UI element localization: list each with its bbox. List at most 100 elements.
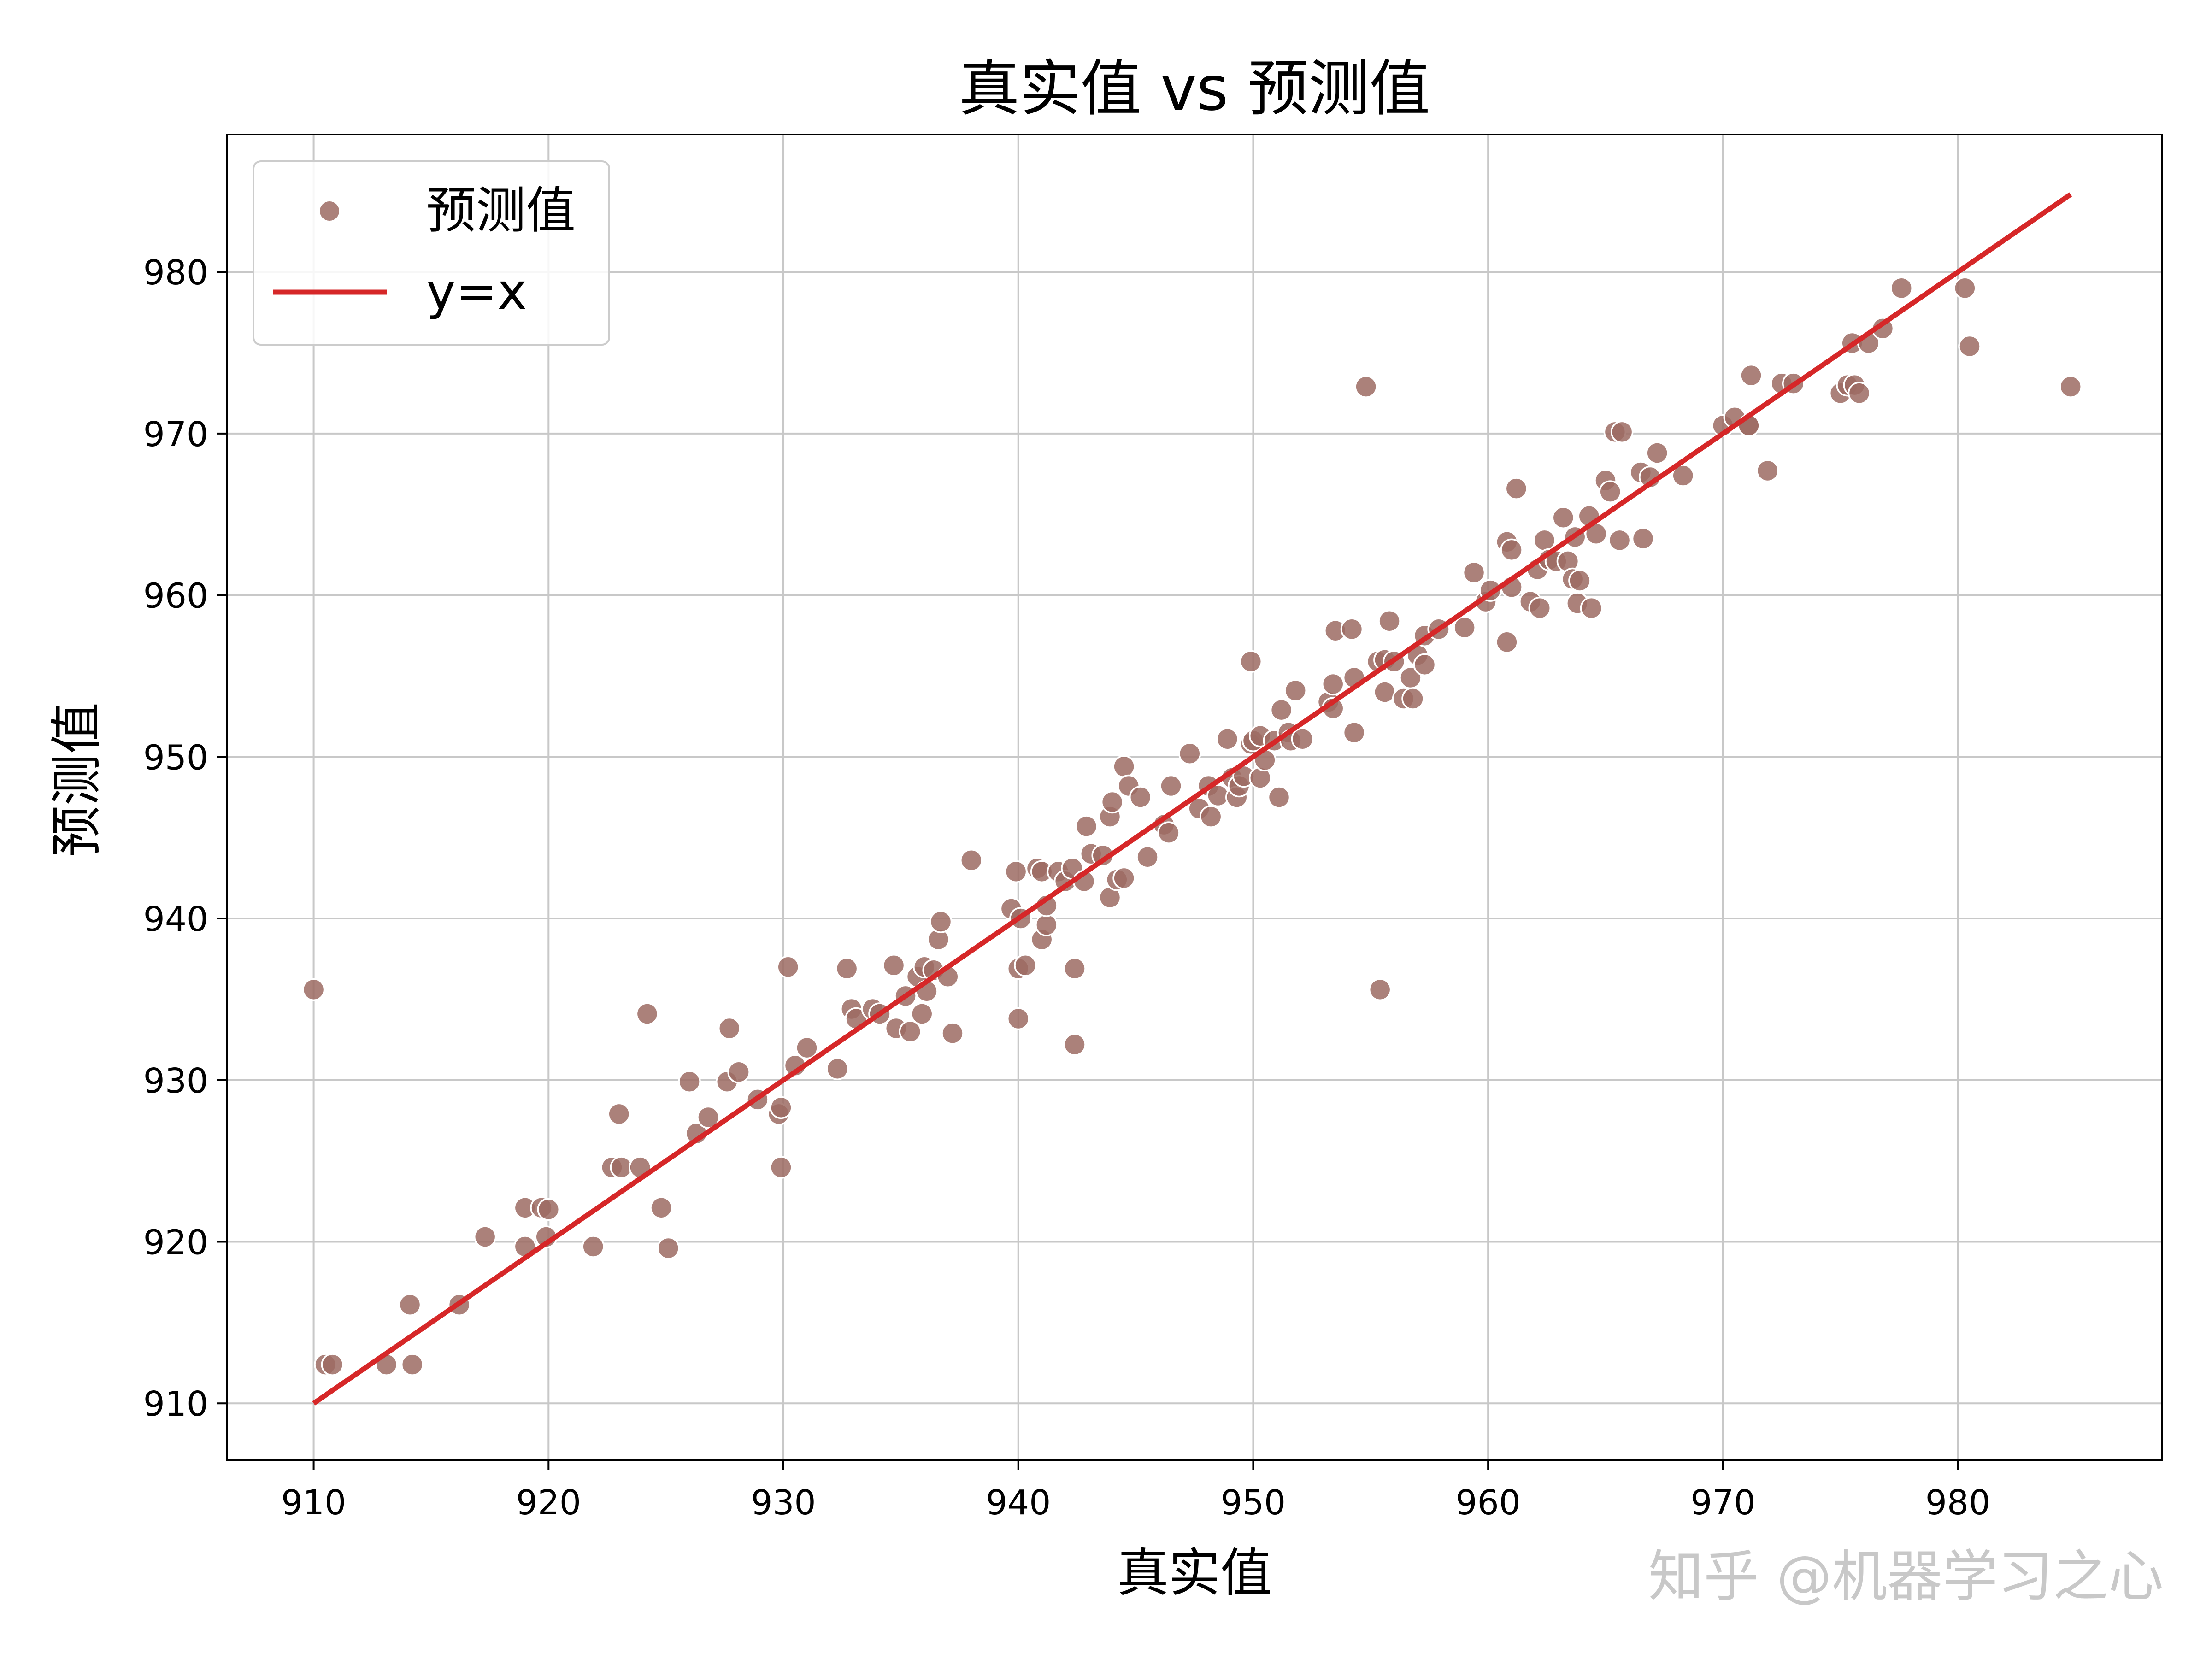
- scatter-point: [718, 1017, 741, 1040]
- scatter-point: [697, 1106, 720, 1129]
- scatter-point: [1035, 913, 1058, 936]
- scatter-point: [1075, 815, 1098, 838]
- legend: 预测值 y=x: [253, 160, 610, 346]
- scatter-point: [473, 1225, 497, 1248]
- y-tick-label: 910: [143, 1384, 208, 1424]
- y-tick-label: 970: [143, 415, 208, 454]
- scatter-point: [1495, 630, 1518, 654]
- scatter-point: [770, 1096, 793, 1119]
- y-tick-label: 960: [143, 577, 208, 616]
- scatter-point: [1112, 866, 1135, 890]
- scatter-point: [1284, 679, 1307, 702]
- scatter-point: [1580, 596, 1603, 620]
- scatter-point: [1129, 786, 1152, 809]
- scatter-point: [650, 1196, 673, 1219]
- scatter-point: [1239, 650, 1263, 673]
- scatter-point: [1267, 786, 1291, 809]
- x-tick-label: 980: [1925, 1483, 1990, 1523]
- plot-frame: [226, 134, 2163, 1461]
- grid: [227, 135, 2162, 1460]
- scatter-point: [727, 1060, 750, 1083]
- scatter-point: [1740, 364, 1763, 387]
- scatter-point: [1014, 954, 1037, 977]
- scatter-point: [1401, 687, 1424, 710]
- legend-label-identity: y=x: [426, 263, 527, 321]
- scatter-point: [1958, 335, 1981, 358]
- scatter-point: [1646, 441, 1669, 465]
- x-axis-ticks: 910 920 930 940 950 960 970 980: [281, 1460, 1990, 1523]
- scatter-point: [1354, 375, 1377, 398]
- scatter-point: [1528, 596, 1552, 620]
- scatter-point: [1321, 672, 1345, 696]
- scatter-point: [1342, 721, 1366, 744]
- x-tick-label: 970: [1690, 1483, 1755, 1523]
- scatter-point: [1505, 477, 1528, 500]
- scatter-point: [1756, 459, 1779, 482]
- y-tick-label: 930: [143, 1061, 208, 1101]
- scatter-point: [1568, 569, 1591, 592]
- chart-title: 真实值 vs 预测值: [959, 53, 1430, 124]
- scatter-point: [1291, 727, 1314, 751]
- scatter-point: [1599, 480, 1622, 503]
- scatter-point: [678, 1070, 701, 1094]
- scatter-point: [960, 849, 983, 872]
- legend-scatter-marker: [318, 200, 341, 223]
- scatter-point: [321, 1353, 344, 1376]
- scatter-point: [1178, 742, 1201, 765]
- scatter-point: [1552, 506, 1575, 529]
- scatter-points: [302, 276, 2082, 1376]
- scatter-point: [941, 1022, 964, 1045]
- x-tick-label: 960: [1456, 1483, 1521, 1523]
- scatter-point: [882, 954, 906, 977]
- scatter-point: [1006, 1007, 1030, 1030]
- x-tick-label: 940: [986, 1483, 1051, 1523]
- legend-label-predicted: 预测值: [426, 182, 576, 240]
- scatter-point: [302, 978, 325, 1001]
- scatter-point: [1847, 382, 1871, 405]
- scatter-point: [1608, 529, 1631, 552]
- scatter-point: [1610, 420, 1634, 444]
- scatter-point: [1631, 527, 1655, 550]
- y-tick-label: 940: [143, 900, 208, 939]
- scatter-point: [400, 1353, 424, 1376]
- scatter-point: [1199, 805, 1223, 828]
- scatter-point: [1533, 529, 1556, 552]
- scatter-point: [657, 1236, 680, 1260]
- scatter-point: [795, 1036, 818, 1059]
- scatter-point: [777, 955, 800, 979]
- scatter-point: [537, 1198, 560, 1221]
- watermark: 知乎 @机器学习之心: [1648, 1545, 2164, 1609]
- x-tick-label: 930: [751, 1483, 816, 1523]
- scatter-point: [1216, 727, 1239, 751]
- x-tick-label: 920: [516, 1483, 581, 1523]
- scatter-point: [607, 1102, 630, 1126]
- scatter-point: [1671, 464, 1694, 487]
- y-tick-label: 980: [143, 253, 208, 293]
- scatter-point: [1112, 755, 1135, 778]
- scatter-point: [910, 1002, 934, 1025]
- scatter-point: [1004, 860, 1028, 883]
- scatter-point: [1373, 681, 1396, 704]
- scatter-point: [1462, 561, 1486, 584]
- scatter-point: [1890, 276, 1913, 300]
- y-tick-label: 920: [143, 1223, 208, 1263]
- x-axis-label: 真实值: [1117, 1543, 1272, 1603]
- scatter-point: [1157, 821, 1180, 844]
- scatter-point: [1100, 790, 1124, 814]
- scatter-point: [1500, 538, 1523, 562]
- scatter-point: [929, 910, 953, 933]
- scatter-point: [2059, 375, 2082, 398]
- y-tick-label: 950: [143, 738, 208, 777]
- scatter-point: [582, 1235, 605, 1258]
- identity-line-path: [312, 192, 2072, 1406]
- scatter-point: [1063, 1033, 1086, 1056]
- legend-box: [253, 160, 610, 346]
- scatter-point: [1136, 846, 1159, 869]
- scatter-point: [1453, 616, 1476, 639]
- scatter-point: [1063, 957, 1086, 980]
- scatter-point: [1340, 618, 1364, 641]
- y-axis-label: 预测值: [47, 702, 107, 857]
- scatter-point: [1270, 698, 1293, 722]
